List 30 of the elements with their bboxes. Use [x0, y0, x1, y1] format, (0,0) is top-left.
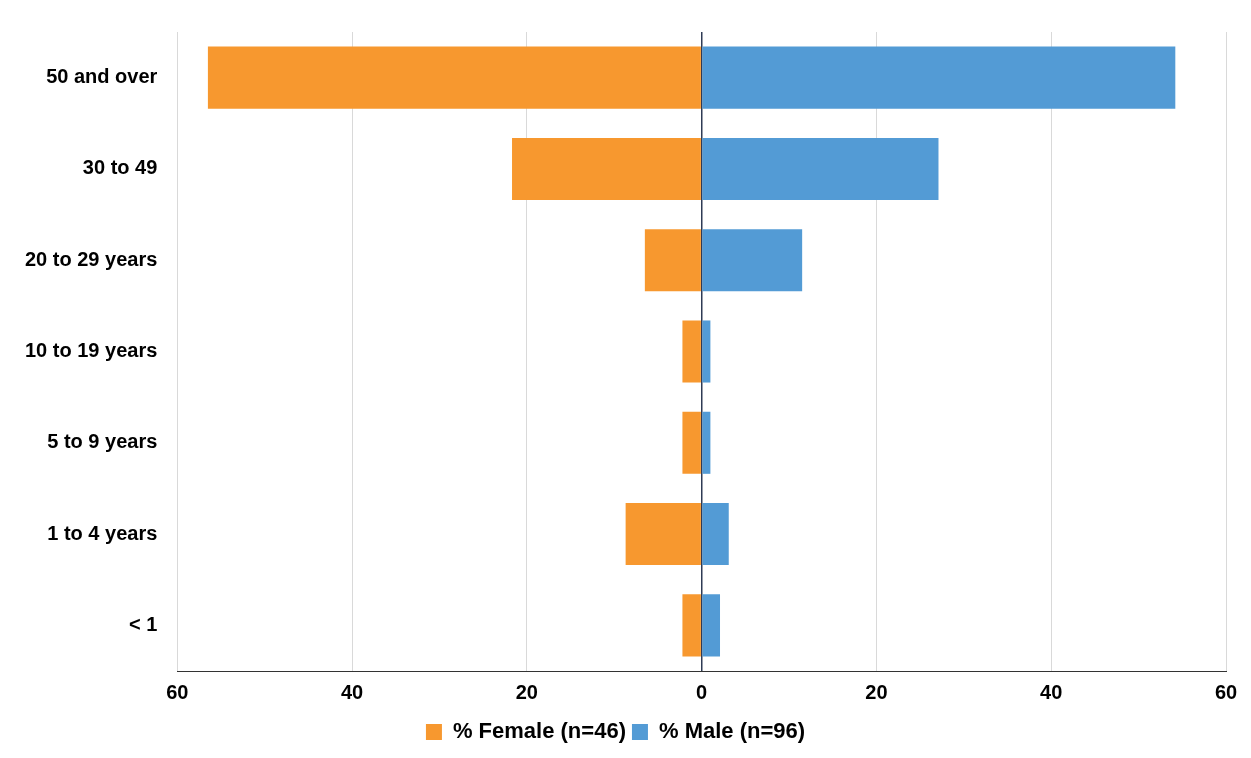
x-tick-label: 40	[1040, 680, 1063, 703]
bar	[512, 137, 701, 200]
bar	[702, 320, 711, 383]
y-tick-label: 5 to 9 years	[47, 430, 158, 453]
x-tick-label: 40	[340, 680, 364, 703]
bar	[682, 320, 701, 383]
bar	[702, 411, 711, 474]
bar	[682, 594, 701, 657]
bar	[625, 503, 701, 566]
x-tick-label: 20	[515, 680, 538, 703]
y-tick-label: 30 to 49	[82, 156, 158, 179]
bar	[702, 229, 803, 292]
y-tick-label: 10 to 19 years	[24, 339, 158, 362]
legend-label: % Female (n=46)	[452, 718, 626, 744]
x-tick-label: 0	[696, 680, 708, 703]
x-tick-label: 60	[1214, 680, 1238, 703]
bar	[207, 46, 701, 109]
bar	[702, 594, 721, 657]
bar	[702, 137, 939, 200]
bar	[682, 411, 701, 474]
y-tick-label: 50 and over	[46, 65, 158, 88]
bar	[702, 46, 1176, 109]
y-tick-label: 1 to 4 years	[47, 521, 158, 544]
bar	[702, 503, 729, 566]
y-tick-label: < 1	[128, 612, 158, 635]
x-tick-label: 20	[865, 680, 888, 703]
legend-label: % Male (n=96)	[658, 718, 806, 744]
x-tick-label: 60	[166, 680, 189, 703]
bar	[644, 229, 701, 292]
y-tick-label: 20 to 29 years	[24, 247, 158, 270]
